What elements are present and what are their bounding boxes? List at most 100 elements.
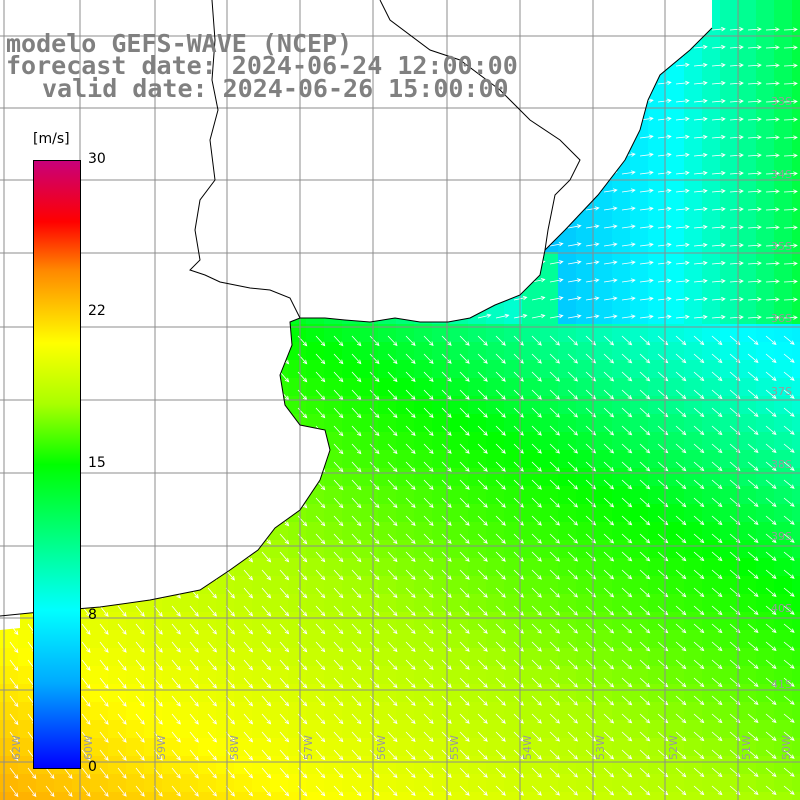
wind-arrow — [243, 605, 254, 617]
field-cell — [0, 630, 19, 649]
field-cell — [630, 702, 649, 721]
wind-arrow — [693, 749, 705, 760]
field-cell — [522, 594, 541, 613]
wind-arrow — [189, 659, 199, 671]
field-cell — [558, 252, 577, 271]
wind-arrow — [765, 551, 777, 561]
wind-arrow — [711, 314, 726, 320]
field-cell — [684, 450, 703, 469]
field-cell — [630, 774, 649, 793]
field-cell — [198, 684, 217, 703]
field-cell — [378, 702, 397, 721]
field-cell — [738, 756, 757, 775]
field-cell — [396, 522, 415, 541]
wind-arrow — [567, 461, 579, 472]
field-cell — [216, 738, 235, 757]
wind-arrow — [603, 242, 618, 247]
wind-arrow — [81, 785, 91, 797]
wind-arrow — [9, 749, 19, 762]
wind-arrow — [243, 785, 254, 797]
field-cell — [18, 684, 37, 703]
field-cell — [306, 324, 325, 343]
border-path — [379, 0, 581, 251]
wind-arrow — [567, 695, 579, 706]
wind-arrow — [135, 641, 145, 653]
coastline-path — [0, 27, 713, 617]
wind-arrow — [513, 731, 524, 742]
field-cell — [450, 630, 469, 649]
wind-arrow — [369, 569, 380, 581]
field-cell — [486, 342, 505, 361]
field-cell — [630, 288, 649, 307]
longitude-label: 53W — [594, 735, 607, 760]
wind-arrow — [765, 569, 777, 579]
field-cell — [216, 702, 235, 721]
wind-arrow — [765, 785, 777, 795]
field-cell — [756, 72, 775, 91]
wind-arrow — [549, 731, 561, 742]
field-cell — [738, 396, 757, 415]
wind-arrow — [477, 461, 488, 472]
field-cell — [630, 648, 649, 667]
field-cell — [162, 612, 181, 631]
wind-arrow — [711, 260, 726, 266]
wind-arrow — [729, 207, 744, 212]
wind-arrow — [477, 353, 488, 364]
field-cell — [432, 360, 451, 379]
field-cell — [684, 504, 703, 523]
field-cell — [774, 504, 793, 523]
field-cell — [468, 378, 487, 397]
wind-arrow — [405, 785, 416, 797]
field-cell — [720, 54, 739, 73]
field-cell — [594, 306, 613, 325]
wind-arrow — [765, 425, 777, 435]
wind-arrow — [765, 171, 780, 176]
field-cell — [540, 630, 559, 649]
wind-arrow — [657, 152, 672, 158]
wind-arrow — [297, 335, 308, 347]
wind-arrow — [423, 407, 434, 419]
wind-arrow — [207, 659, 217, 671]
wind-arrow — [387, 461, 398, 473]
field-cell — [702, 486, 721, 505]
wind-arrow — [711, 587, 723, 598]
field-cell — [774, 612, 793, 631]
field-cell — [648, 648, 667, 667]
field-cell — [0, 792, 19, 800]
field-cell — [288, 630, 307, 649]
wind-arrow — [747, 641, 759, 651]
wind-arrow — [711, 641, 723, 652]
field-cell — [684, 486, 703, 505]
field-cell — [396, 774, 415, 793]
wind-arrow — [765, 443, 777, 453]
field-cell — [738, 324, 757, 343]
wind-arrow — [243, 587, 254, 599]
wind-arrow — [765, 135, 780, 140]
field-cell — [522, 648, 541, 667]
wind-arrow — [747, 785, 759, 795]
field-cell — [648, 486, 667, 505]
field-cell — [774, 0, 793, 19]
wind-arrow — [531, 605, 542, 616]
wind-arrow — [333, 677, 344, 689]
field-cell — [450, 450, 469, 469]
wind-arrow — [639, 407, 651, 418]
field-cell — [558, 324, 577, 343]
wind-arrow — [261, 659, 272, 671]
field-cell — [378, 324, 397, 343]
wind-arrow — [693, 695, 705, 706]
field-cell — [630, 324, 649, 343]
field-cell — [378, 738, 397, 757]
wind-arrow — [747, 207, 762, 212]
wind-arrow — [621, 188, 636, 193]
wind-arrow — [279, 533, 290, 545]
field-cell — [486, 396, 505, 415]
field-cell — [720, 270, 739, 289]
field-cell — [252, 612, 271, 631]
field-cell — [594, 288, 613, 307]
field-cell — [432, 720, 451, 739]
field-cell — [540, 270, 559, 289]
wind-arrow — [747, 389, 759, 399]
wind-arrow — [765, 623, 777, 633]
field-cell — [612, 306, 631, 325]
